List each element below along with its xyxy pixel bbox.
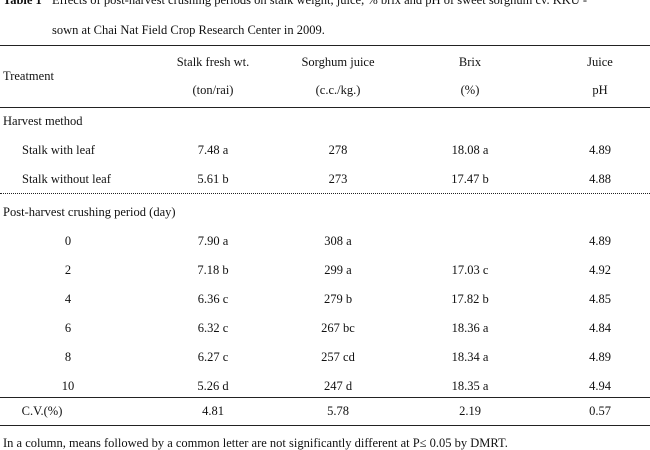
header-cell: Stalk fresh wt. <box>176 55 250 69</box>
header-cell: (c.c./kg.) <box>315 83 361 97</box>
cell: 5.26 d <box>197 379 229 393</box>
cv-cell: 5.78 <box>327 404 349 418</box>
section-title: Harvest method <box>3 114 83 128</box>
cv-label: C.V.(%) <box>21 404 63 418</box>
row-label: 0 <box>64 234 72 248</box>
row-label: 10 <box>61 379 75 393</box>
cell: 4.89 <box>589 350 611 364</box>
rule <box>0 397 650 398</box>
cell: 4.84 <box>589 321 611 335</box>
cell: 17.47 b <box>451 172 489 186</box>
cell: 4.89 <box>589 234 611 248</box>
cell: 18.35 a <box>451 379 489 393</box>
rule <box>0 45 650 46</box>
cell: 6.32 c <box>197 321 229 335</box>
rule <box>0 193 650 194</box>
rule <box>0 107 650 108</box>
footnote: In a column, means followed by a common … <box>3 436 508 450</box>
cell: 7.48 a <box>197 143 229 157</box>
cell: 273 <box>328 172 348 186</box>
cell: 17.03 c <box>451 263 489 277</box>
cv-cell: 0.57 <box>589 404 611 418</box>
cell: 18.08 a <box>451 143 489 157</box>
cell: 18.36 a <box>451 321 489 335</box>
cell: 6.36 c <box>197 292 229 306</box>
cell: 4.89 <box>589 143 611 157</box>
rule <box>0 425 650 426</box>
header-cell: Treatment <box>3 69 54 83</box>
cell: 278 <box>328 143 348 157</box>
section-title: Post-harvest crushing period (day) <box>3 205 176 219</box>
cell: 17.82 b <box>451 292 489 306</box>
cv-cell: 2.19 <box>459 404 481 418</box>
cell: 5.61 b <box>197 172 229 186</box>
row-label: 2 <box>64 263 72 277</box>
table-title: Effects of post-harvest crushing periods… <box>52 0 588 7</box>
header-cell: Sorghum juice <box>301 55 375 69</box>
cv-cell: 4.81 <box>202 404 224 418</box>
header-cell: (%) <box>460 83 480 97</box>
cell: 18.34 a <box>451 350 489 364</box>
cell: 4.88 <box>589 172 611 186</box>
row-label: Stalk without leaf <box>22 172 111 186</box>
cell: 279 b <box>323 292 353 306</box>
row-label: Stalk with leaf <box>22 143 95 157</box>
row-label: 4 <box>64 292 72 306</box>
cell: 308 a <box>324 234 352 248</box>
row-label: 8 <box>64 350 72 364</box>
cell: 299 a <box>324 263 352 277</box>
cell: 247 d <box>323 379 353 393</box>
table-label: Table 1 <box>3 0 42 7</box>
cell: 267 bc <box>321 321 355 335</box>
header-cell: Brix <box>458 55 482 69</box>
cell: 7.90 a <box>197 234 229 248</box>
cell: 6.27 c <box>197 350 229 364</box>
header-cell: pH <box>592 83 608 97</box>
cell: 4.94 <box>589 379 611 393</box>
table-title-line2: sown at Chai Nat Field Crop Research Cen… <box>52 23 325 37</box>
cell: 257 cd <box>321 350 355 364</box>
row-label: 6 <box>64 321 72 335</box>
cell: 4.92 <box>589 263 611 277</box>
cell: 4.85 <box>589 292 611 306</box>
header-cell: (ton/rai) <box>192 83 234 97</box>
cell: 7.18 b <box>197 263 229 277</box>
header-cell: Juice <box>587 55 613 69</box>
